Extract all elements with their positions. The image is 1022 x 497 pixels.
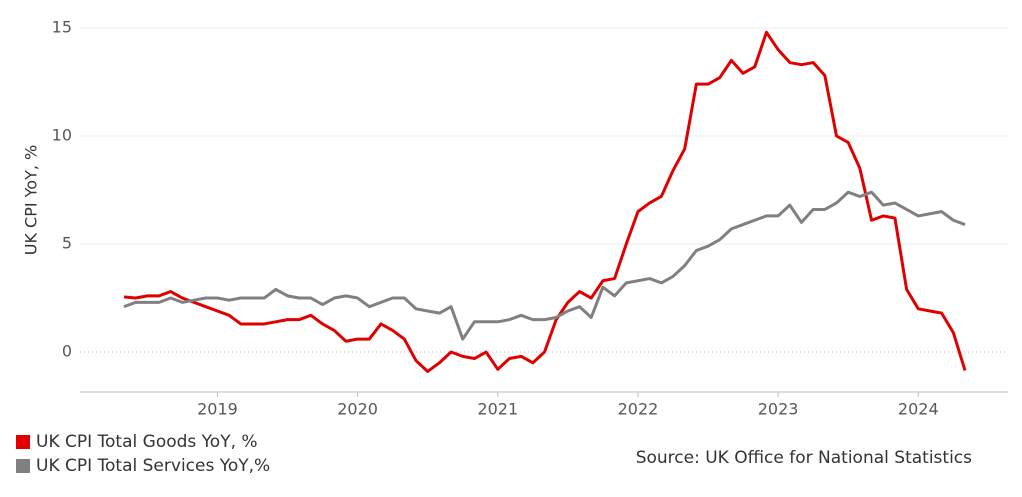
legend-swatch xyxy=(16,459,30,473)
source-note: Source: UK Office for National Statistic… xyxy=(636,448,972,468)
x-tick-label: 2019 xyxy=(197,400,238,419)
series-line xyxy=(123,190,966,341)
y-tick-label: 5 xyxy=(62,234,72,253)
legend-swatch xyxy=(16,435,30,449)
y-tick-label: 0 xyxy=(62,342,72,361)
x-tick-label: 2020 xyxy=(337,400,378,419)
x-tick-label: 2023 xyxy=(758,400,799,419)
y-tick-label: 10 xyxy=(52,125,72,144)
x-tick-label: 2022 xyxy=(618,400,659,419)
series-line xyxy=(123,30,967,373)
y-tick-label: 15 xyxy=(52,17,72,36)
legend-label: UK CPI Total Services YoY,% xyxy=(36,456,270,476)
x-tick-label: 2021 xyxy=(477,400,518,419)
legend-label: UK CPI Total Goods YoY, % xyxy=(36,432,258,452)
x-tick-label: 2024 xyxy=(898,400,939,419)
y-axis-title: UK CPI YoY, % xyxy=(22,145,41,256)
